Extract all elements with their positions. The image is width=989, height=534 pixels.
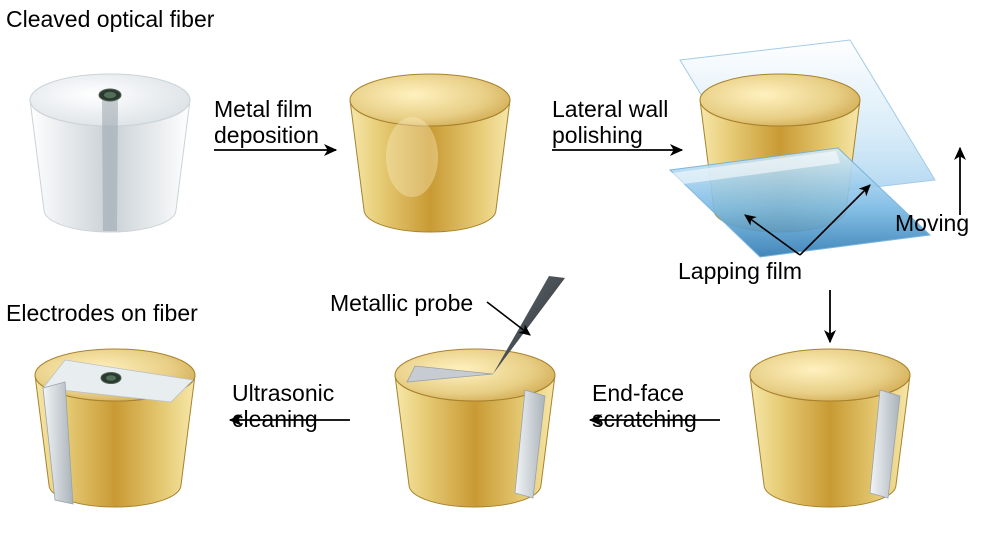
label-lapping-film: Lapping film bbox=[678, 258, 802, 284]
step-electrodes bbox=[35, 349, 195, 507]
label-cleaved-title: Cleaved optical fiber bbox=[6, 6, 214, 32]
step-side-polished bbox=[750, 349, 910, 507]
label-metal-deposition: Metal film deposition bbox=[214, 96, 319, 149]
label-end-face-scratch: End-face scratching bbox=[592, 380, 697, 433]
label-moving: Moving bbox=[895, 210, 969, 236]
label-lateral-polishing: Lateral wall polishing bbox=[552, 96, 668, 149]
diagram-canvas bbox=[0, 0, 989, 534]
probe-pointer bbox=[487, 302, 530, 335]
step-coated-fiber bbox=[350, 74, 510, 232]
label-metallic-probe: Metallic probe bbox=[330, 290, 473, 316]
label-electrodes-title: Electrodes on fiber bbox=[6, 300, 198, 326]
label-ultrasonic-clean: Ultrasonic cleaning bbox=[232, 380, 334, 433]
step-cleaved-fiber bbox=[30, 74, 190, 232]
